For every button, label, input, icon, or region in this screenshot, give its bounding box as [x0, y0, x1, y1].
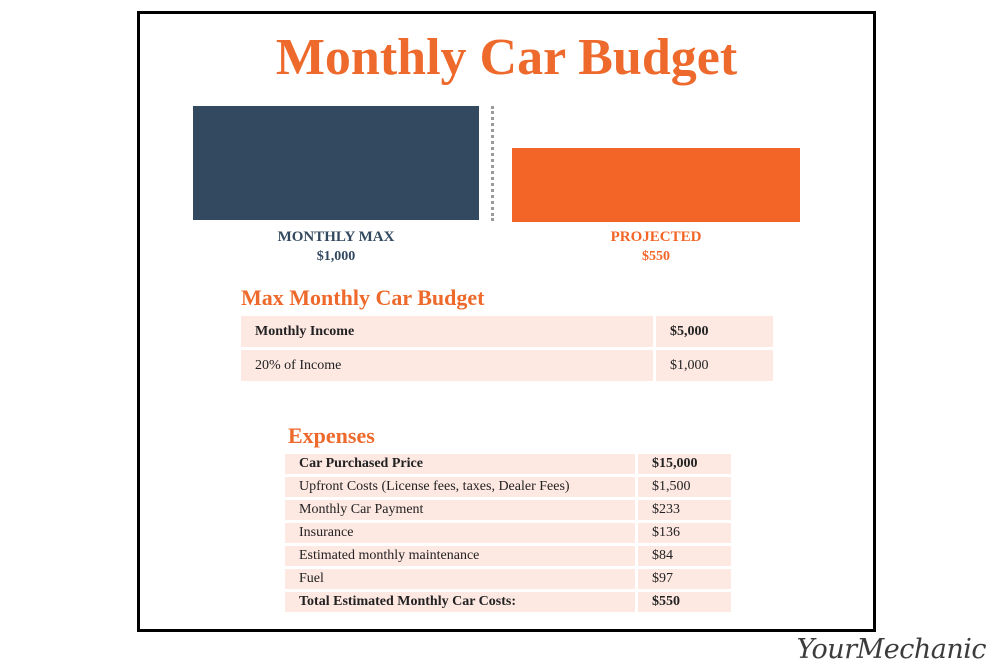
bar-label: MONTHLY MAX $1,000 — [193, 228, 479, 266]
bar-projected — [512, 148, 800, 222]
bar-value-label: $1,000 — [316, 249, 356, 264]
row-label: Fuel — [285, 569, 635, 589]
row-value: $550 — [635, 592, 731, 612]
bar-label: PROJECTED $550 — [512, 228, 800, 266]
row-value: $5,000 — [653, 316, 773, 347]
row-value: $1,500 — [635, 477, 731, 497]
row-value: $233 — [635, 500, 731, 520]
row-value: $97 — [635, 569, 731, 589]
table-row: Fuel $97 — [285, 569, 731, 589]
row-label: Monthly Car Payment — [285, 500, 635, 520]
bar-category-label: PROJECTED — [610, 229, 702, 245]
infographic-frame: Monthly Car Budget MONTHLY MAX $1,000 PROJ… — [137, 11, 876, 632]
table-row: Monthly Income $5,000 — [241, 316, 773, 347]
row-label: Insurance — [285, 523, 635, 543]
page-title: Monthly Car Budget — [275, 29, 738, 86]
table-row: Insurance $136 — [285, 523, 731, 543]
row-label: Total Estimated Monthly Car Costs: — [285, 592, 635, 612]
table-row: Car Purchased Price $15,000 — [285, 454, 731, 474]
row-label: Car Purchased Price — [285, 454, 635, 474]
table-row: Estimated monthly maintenance $84 — [285, 546, 731, 566]
row-value: $84 — [635, 546, 731, 566]
table-row: Monthly Car Payment $233 — [285, 500, 731, 520]
row-value: $1,000 — [653, 350, 773, 381]
row-value: $136 — [635, 523, 731, 543]
budget-table: Monthly Income $5,000 20% of Income $1,000 — [241, 313, 773, 384]
bar-divider — [491, 106, 494, 221]
bar-monthly-max — [193, 106, 479, 220]
row-label: Estimated monthly maintenance — [285, 546, 635, 566]
table-row: 20% of Income $1,000 — [241, 350, 773, 381]
table-row: Upfront Costs (License fees, taxes, Deal… — [285, 477, 731, 497]
row-value: $15,000 — [635, 454, 731, 474]
yourmechanic-logo: YourMechanic — [796, 634, 987, 665]
budget-heading: Max Monthly Car Budget — [241, 285, 485, 310]
row-label: Monthly Income — [241, 316, 653, 347]
bar-category-label: MONTHLY MAX — [277, 229, 395, 245]
row-label: 20% of Income — [241, 350, 653, 381]
expenses-heading: Expenses — [288, 423, 375, 448]
bar-value-label: $550 — [642, 249, 670, 264]
table-row: Total Estimated Monthly Car Costs: $550 — [285, 592, 731, 612]
row-label: Upfront Costs (License fees, taxes, Deal… — [285, 477, 635, 497]
expenses-table: Car Purchased Price $15,000 Upfront Costs … — [285, 451, 731, 615]
